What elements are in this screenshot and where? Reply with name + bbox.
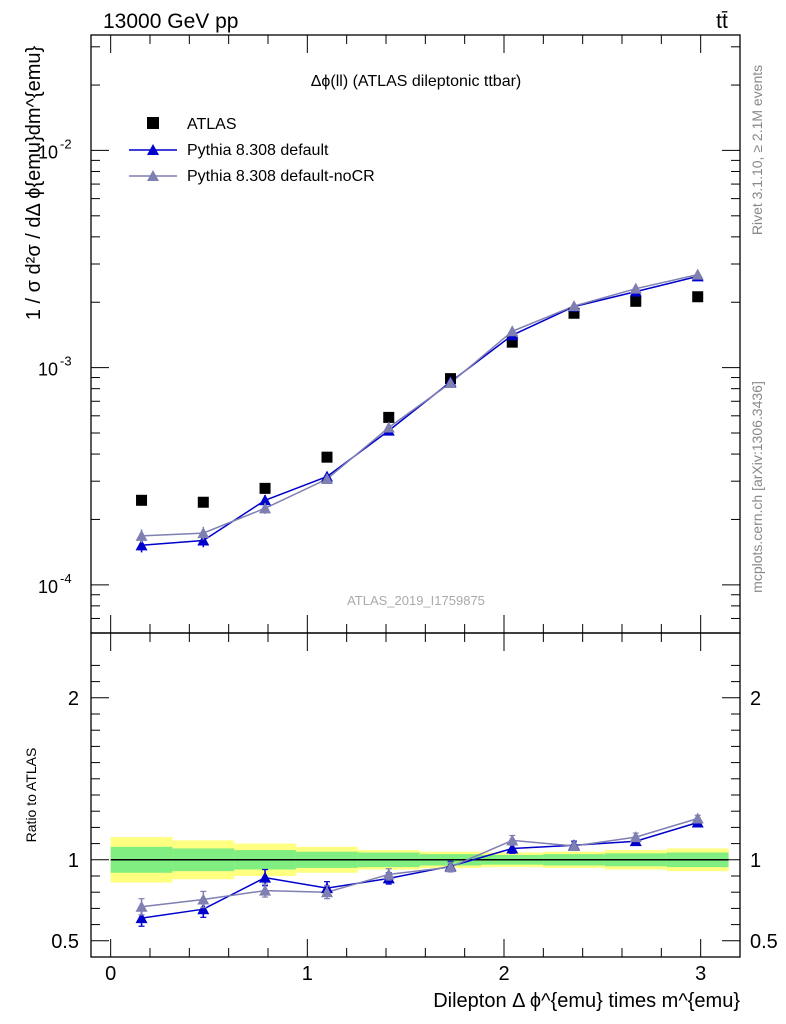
data-point-nocr [629,282,642,294]
process-label: tt̄ [716,10,728,33]
ratio-point-nocr [382,868,395,880]
ratio-point-default [506,842,519,854]
data-point-default [259,494,272,506]
data-point-atlas [383,411,395,423]
y-tick-label: 10 [38,142,58,162]
y-tick-label-exponent: -4 [60,571,72,586]
ratio-point-nocr [135,900,148,912]
ratio-panel: 0.5 0.5 1 1 2 2 0 1 2 3 Ratio to ATLAS Dilepton Δ… [23,632,778,1012]
main-y-axis-label: 1 / σ d²σ / dΔ ϕ{emu}dm^{emu} [23,46,45,321]
ratio-line-default [141,821,698,919]
ratio-y-tick-label-right: 2 [750,688,761,710]
data-point-atlas [568,307,580,319]
ratio-point-nocr [321,886,333,898]
source-label: mcplots.cern.ch [arXiv:1306.3436] [749,381,765,593]
x-tick-label: 0 [105,963,116,985]
data-point-nocr [691,268,704,280]
data-point-nocr [135,529,148,541]
legend-marker-default [147,144,159,155]
legend-marker-atlas [147,117,159,129]
data-point-nocr [259,502,272,514]
x-tick-label: 1 [302,963,313,985]
energy-label: 13000 GeV pp [103,10,238,33]
ratio-y-tick-label-right: 0.5 [750,931,778,953]
legend: ATLAS Pythia 8.308 default Pythia 8.308 … [129,116,375,185]
ratio-point-nocr [506,834,519,846]
y-tick-label: 10 [38,360,58,380]
data-point-nocr [197,527,210,539]
y-tick-label: 10 [38,577,58,597]
data-point-nocr [568,300,581,312]
legend-label-nocr: Pythia 8.308 default-noCR [187,168,375,185]
data-point-nocr [444,376,457,388]
ratio-line-nocr [141,817,698,908]
data-point-atlas [692,291,704,303]
data-point-atlas [321,451,333,463]
ratio-point-nocr [568,840,581,852]
ratio-frame [90,632,741,958]
data-point-atlas [630,295,642,307]
series-line-default [141,275,698,547]
ratio-y-tick-label: 2 [68,688,79,710]
ratio-y-axis-label: Ratio to ATLAS [23,748,39,843]
ratio-point-nocr [629,831,642,843]
main-panel: 10-410-310-2 Δϕ(ll) (ATLAS dileptonic tt… [23,34,741,634]
legend-label-atlas: ATLAS [187,116,237,133]
ratio-point-default [135,912,148,924]
ratio-y-tick-label: 0.5 [51,931,79,953]
ratio-y-tick-label-right: 1 [750,850,761,872]
data-point-nocr [382,421,395,433]
ratio-point-default [197,903,210,915]
data-point-default [197,534,210,546]
data-point-nocr [321,473,333,485]
legend-marker-nocr [147,170,159,181]
legend-label-default: Pythia 8.308 default [187,142,329,159]
data-point-atlas [136,494,148,506]
x-tick-label: 2 [498,963,509,985]
data-point-atlas [506,336,518,348]
y-tick-label-exponent: -2 [60,136,72,151]
data-point-atlas [197,496,209,508]
analysis-label: ATLAS_2019_I1759875 [347,593,485,608]
ratio-point-nocr [259,884,272,896]
ratio-point-nocr [197,893,210,905]
y-tick-label-exponent: -3 [60,354,72,369]
data-point-nocr [506,325,519,337]
x-tick-label: 3 [695,963,706,985]
x-axis-label: Dilepton Δ ϕ^{emu} times m^{emu} [433,990,740,1012]
ratio-point-nocr [691,812,704,824]
ratio-point-default [259,871,272,883]
rivet-label: Rivet 3.1.10, ≥ 2.1M events [749,65,765,235]
data-point-atlas [259,482,271,494]
data-point-default [135,539,148,551]
ratio-y-tick-label: 1 [68,850,79,872]
series-line-nocr [141,273,698,537]
plot-title: Δϕ(ll) (ATLAS dileptonic ttbar) [311,73,522,90]
ratio-point-nocr [444,861,457,873]
